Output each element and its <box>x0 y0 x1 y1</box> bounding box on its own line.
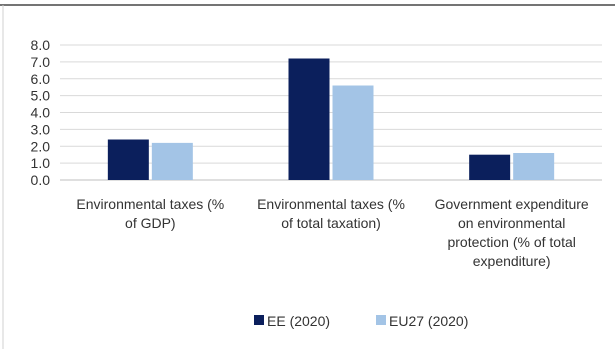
gridlines <box>60 44 602 181</box>
bars <box>107 58 555 180</box>
legend-swatch <box>254 315 264 325</box>
category-label: Environmental taxes (% of total taxation) <box>257 196 405 231</box>
y-tick-label: 2.0 <box>31 138 51 154</box>
bar-eu27 <box>151 142 193 180</box>
bar-ee <box>288 58 330 180</box>
category-label-line: of GDP) <box>125 215 176 231</box>
bar-ee <box>469 154 511 180</box>
bar-ee <box>107 139 149 180</box>
category-label-line: expenditure) <box>473 253 551 269</box>
legend-label: EU27 (2020) <box>389 313 468 329</box>
category-label-line: on environmental <box>458 215 565 231</box>
category-label: Government expenditure on environmental pr… <box>435 196 589 269</box>
category-label-line: Government expenditure <box>435 196 589 212</box>
y-tick-label: 0.0 <box>31 172 51 188</box>
y-tick-label: 1.0 <box>31 155 51 171</box>
y-axis: 0.01.02.03.04.05.06.07.08.0 <box>31 37 51 188</box>
bar-eu27 <box>332 85 374 180</box>
y-tick-label: 8.0 <box>31 37 51 53</box>
y-tick-label: 7.0 <box>31 54 51 70</box>
y-tick-label: 5.0 <box>31 88 51 104</box>
legend: EE (2020) EU27 (2020) <box>254 313 468 329</box>
y-tick-label: 6.0 <box>31 71 51 87</box>
legend-swatch <box>376 315 386 325</box>
category-label: Environmental taxes (% of GDP) <box>76 196 224 231</box>
x-axis: Environmental taxes (% of GDP)Environment… <box>76 196 589 269</box>
bar-eu27 <box>513 153 555 180</box>
category-label-line: Environmental taxes (% <box>257 196 405 212</box>
legend-label: EE (2020) <box>267 313 330 329</box>
y-tick-label: 3.0 <box>31 121 51 137</box>
category-label-line: protection (% of total <box>447 234 575 250</box>
category-label-line: Environmental taxes (% <box>76 196 224 212</box>
y-tick-label: 4.0 <box>31 105 51 121</box>
category-label-line: of total taxation) <box>281 215 381 231</box>
